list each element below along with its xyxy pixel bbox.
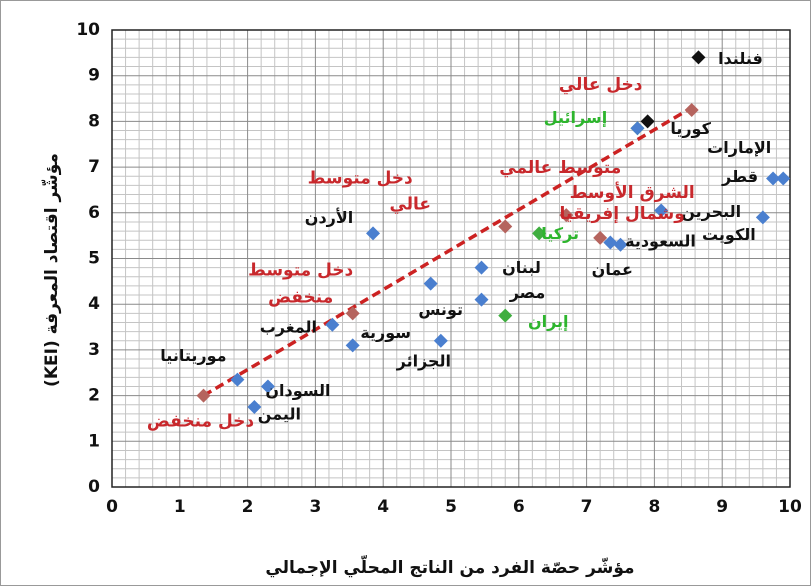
point-label: الإمارات	[707, 138, 771, 157]
point-label: الكويت	[702, 225, 756, 244]
point	[776, 171, 791, 186]
point	[766, 171, 781, 186]
x-tick-label: 8	[648, 497, 660, 517]
point-label: مصر	[509, 283, 546, 302]
point	[498, 308, 513, 323]
point	[345, 306, 360, 321]
point	[691, 50, 706, 65]
point-label: السودان	[265, 381, 330, 400]
point	[423, 276, 438, 291]
trendline	[202, 106, 693, 398]
point-label: تركيا	[541, 224, 579, 243]
point	[325, 317, 340, 332]
point-label: عمان	[592, 260, 633, 279]
point-label: كوريا	[670, 119, 711, 138]
x-tick-label: 2	[242, 497, 254, 517]
point	[630, 121, 645, 136]
point-label: دخل متوسط	[248, 260, 353, 280]
y-tick-label: 2	[88, 386, 100, 406]
y-axis-label: (KEI) مؤشّر اقتصاد المعرفة	[41, 153, 62, 387]
point	[474, 260, 489, 275]
point-label: إيران	[528, 312, 569, 331]
point-label: دخل متوسط	[308, 169, 413, 189]
point	[498, 219, 513, 234]
y-tick-label: 1	[88, 431, 100, 451]
point-label: تونس	[418, 300, 463, 319]
point-label: وشمال إفريقيا	[560, 204, 685, 224]
point	[654, 203, 669, 218]
point-label: البحرين	[681, 202, 741, 221]
point-label: دخل منخفض	[147, 412, 254, 432]
x-tick-label: 1	[174, 497, 186, 517]
point	[532, 226, 547, 241]
point	[613, 237, 628, 252]
point	[593, 230, 608, 245]
y-tick-label: 5	[88, 249, 100, 269]
point	[559, 208, 574, 223]
plot-border	[111, 29, 791, 488]
point	[640, 114, 655, 129]
point-label: الشرق الأوسط	[570, 182, 695, 203]
x-tick-label: 0	[106, 497, 118, 517]
point	[345, 338, 360, 353]
point	[433, 333, 448, 348]
point	[684, 102, 699, 117]
point	[260, 379, 275, 394]
x-tick-label: 7	[581, 497, 593, 517]
x-tick-label: 9	[716, 497, 728, 517]
point-label: لبنان	[502, 258, 541, 277]
point-label: متوسط عالمي	[499, 158, 621, 178]
point-label: المغرب	[260, 317, 317, 336]
point-label: الأردن	[305, 208, 353, 227]
y-tick-label: 4	[88, 294, 100, 314]
x-tick-label: 4	[377, 497, 389, 517]
y-tick-label: 9	[88, 66, 100, 86]
point	[196, 388, 211, 403]
point-label: سورية	[360, 323, 411, 342]
y-tick-label: 7	[88, 157, 100, 177]
point	[230, 372, 245, 387]
point-label: السعودية	[625, 231, 696, 250]
x-tick-label: 3	[309, 497, 321, 517]
point-label: قطر	[721, 167, 758, 186]
point	[474, 292, 489, 307]
point-label: عالي	[389, 195, 431, 215]
point-label: منخفض	[268, 287, 333, 307]
point	[366, 226, 381, 241]
point	[247, 400, 262, 415]
point-label: موريتانيا	[160, 346, 226, 365]
x-tick-label: 5	[445, 497, 457, 517]
y-tick-label: 10	[76, 20, 100, 40]
point	[603, 235, 618, 250]
x-axis-label: مؤشّر حصّة الفرد من الناتج المحلّي الإجم…	[265, 554, 634, 578]
x-tick-label: 10	[778, 497, 802, 517]
y-tick-label: 3	[88, 340, 100, 360]
point-label: إسرائيل	[544, 108, 607, 127]
y-tick-label: 6	[88, 203, 100, 223]
y-tick-label: 8	[88, 111, 100, 131]
y-tick-label: 0	[88, 477, 100, 497]
point-label: دخل عالي	[559, 75, 643, 95]
x-tick-label: 6	[513, 497, 525, 517]
point-label: الجزائر	[396, 351, 451, 370]
point-label: اليمن	[258, 405, 301, 424]
point	[755, 210, 770, 225]
point-label: فنلندا	[718, 49, 763, 68]
